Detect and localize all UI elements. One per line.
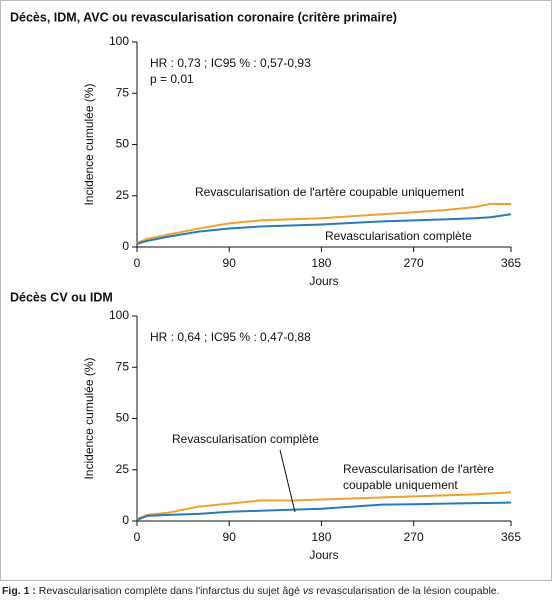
- caption-text: revascularisation de la lésion coupable.: [316, 585, 500, 597]
- y-tick-label: 50: [116, 411, 130, 425]
- series-label: Revascularisation de l'artère coupable un…: [343, 462, 494, 492]
- x-tick-label: 90: [223, 256, 237, 270]
- y-tick-label: 25: [116, 188, 130, 202]
- y-tick-label: 50: [116, 137, 130, 151]
- series-line: [136, 202, 511, 244]
- y-tick-label: 25: [116, 462, 130, 476]
- caption-emphasis: vs: [302, 585, 314, 597]
- x-tick-label: 0: [134, 530, 141, 544]
- x-tick-label: 180: [311, 256, 331, 270]
- annotation: HR : 0,73 ; IC95 % : 0,57-0,93: [150, 56, 311, 70]
- series-label: Revascularisation complète: [172, 432, 319, 446]
- annotation: p = 0,01: [150, 72, 194, 86]
- series-line: [136, 213, 512, 245]
- x-tick-label: 0: [134, 256, 141, 270]
- y-tick-label: 0: [122, 513, 129, 527]
- label-pointer: [279, 449, 296, 513]
- y-axis-label: Incidence cumulée (%): [82, 83, 96, 205]
- caption: Fig. 1 : Revascularisation complète dans…: [2, 585, 500, 597]
- x-tick-label: 365: [501, 530, 521, 544]
- series-label: Revascularisation de l'artère coupable u…: [195, 185, 465, 199]
- y-axis-label: Incidence cumulée (%): [82, 357, 96, 479]
- x-axis-label: Jours: [309, 274, 338, 288]
- y-tick-label: 100: [109, 34, 129, 48]
- y-tick-label: 100: [109, 308, 129, 322]
- x-tick-label: 270: [404, 256, 424, 270]
- y-tick-label: 75: [116, 359, 130, 373]
- annotation: HR : 0,64 ; IC95 % : 0,47-0,88: [150, 330, 311, 344]
- x-axis-label: Jours: [309, 548, 338, 562]
- series-line: [136, 491, 512, 520]
- x-tick-label: 180: [311, 530, 331, 544]
- series-label: Revascularisation complète: [325, 229, 472, 243]
- caption-text: Revascularisation complète dans l'infarc…: [38, 585, 300, 597]
- y-tick-label: 75: [116, 85, 130, 99]
- chart-title: Décès CV ou IDM: [10, 290, 113, 304]
- x-tick-label: 90: [223, 530, 237, 544]
- chart-title: Décès, IDM, AVC ou revascularisation cor…: [10, 10, 397, 24]
- x-tick-label: 270: [404, 530, 424, 544]
- charts: Décès, IDM, AVC ou revascularisation cor…: [0, 0, 552, 581]
- series-line: [136, 501, 512, 521]
- y-tick-label: 0: [122, 239, 129, 253]
- caption-label: Fig. 1 :: [2, 585, 36, 597]
- x-tick-label: 365: [501, 256, 521, 270]
